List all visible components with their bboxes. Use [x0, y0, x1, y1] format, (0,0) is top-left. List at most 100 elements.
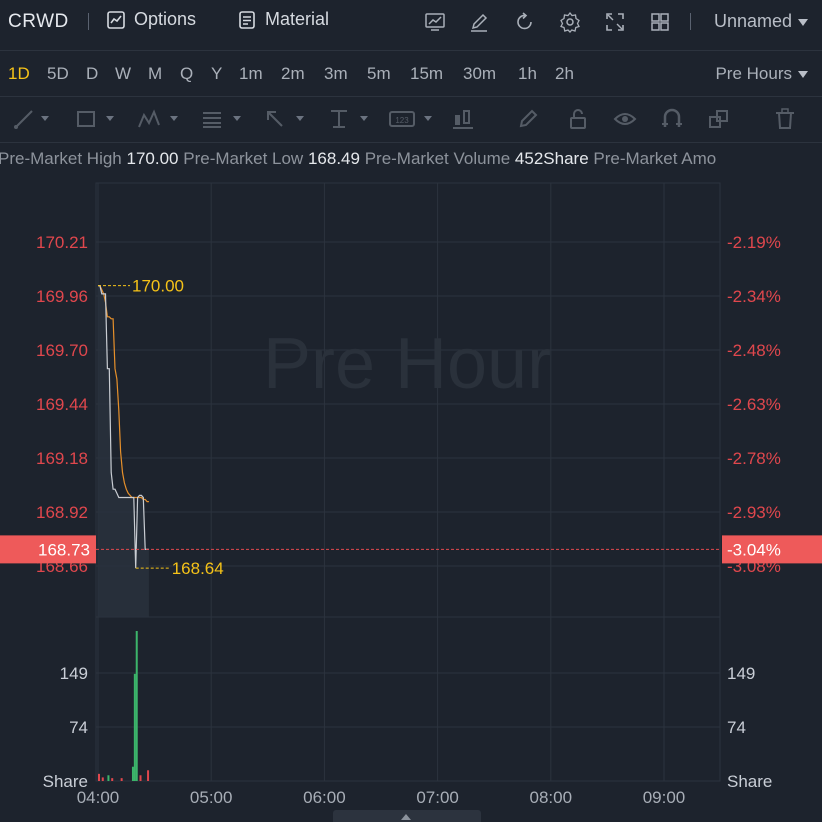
- price-tick-label: 170.21: [36, 233, 88, 252]
- layout-name-dropdown[interactable]: Unnamed: [714, 11, 808, 32]
- percent-tick-label: -2.34%: [727, 287, 781, 306]
- percent-tick-label: -3.08%: [727, 557, 781, 576]
- percent-tick-label: -2.93%: [727, 503, 781, 522]
- brush-tool-icon[interactable]: [516, 107, 540, 131]
- chevron-down-icon: [41, 116, 49, 121]
- price-line: [98, 285, 149, 569]
- layout-name-label: Unnamed: [713, 11, 792, 31]
- low-marker-label: 168.64: [172, 559, 224, 578]
- percent-tick-label: -2.19%: [727, 233, 781, 252]
- pattern-tool-icon[interactable]: [137, 107, 161, 131]
- trash-icon[interactable]: [773, 107, 797, 131]
- refresh-icon[interactable]: [514, 11, 536, 33]
- x-tick-label: 08:00: [530, 788, 573, 807]
- document-icon: [239, 10, 255, 29]
- period-1d[interactable]: 1D: [8, 64, 30, 83]
- material-label: Material: [265, 9, 330, 29]
- grid-layout-icon[interactable]: [649, 11, 671, 33]
- x-tick-label: 04:00: [77, 788, 120, 807]
- amount-label: Pre-Market Amo: [593, 149, 717, 168]
- period-2m[interactable]: 2m: [281, 64, 305, 83]
- top-toolbar: CRWD Options Material: [0, 0, 822, 44]
- period-selector: 1D 5D D W M Q Y 1m 2m 3m 5m 15m 30m 1h 2…: [0, 52, 822, 96]
- drawing-pen-icon[interactable]: [468, 11, 490, 33]
- period-15m[interactable]: 15m: [410, 64, 444, 83]
- high-marker-label: 170.00: [132, 277, 184, 296]
- period-year[interactable]: Y: [211, 64, 223, 83]
- price-tick-label: 169.70: [36, 341, 88, 360]
- layers-icon[interactable]: [707, 107, 731, 131]
- price-tick-label: 169.96: [36, 287, 88, 306]
- current-percent-label: -3.04%: [727, 540, 781, 559]
- current-price-label: 168.73: [38, 540, 90, 559]
- chevron-down-icon: [170, 116, 178, 121]
- volume-bar: [139, 775, 142, 781]
- volume-unit-label-left: Share: [43, 772, 88, 791]
- session-label: Pre Hours: [715, 64, 792, 83]
- period-quarter[interactable]: Q: [180, 64, 194, 83]
- period-1m[interactable]: 1m: [239, 64, 263, 83]
- volume-bar: [135, 631, 138, 781]
- period-5m[interactable]: 5m: [367, 64, 391, 83]
- volume-bar: [111, 778, 114, 781]
- fullscreen-icon[interactable]: [604, 11, 626, 33]
- svg-text:123: 123: [395, 116, 409, 125]
- volume-tick-label-left: 149: [60, 664, 88, 683]
- x-tick-label: 07:00: [416, 788, 459, 807]
- chevron-down-icon: [798, 71, 808, 79]
- period-30m[interactable]: 30m: [463, 64, 497, 83]
- divider: [0, 96, 822, 97]
- arrow-tool-icon[interactable]: [263, 107, 287, 131]
- percent-tick-label: -2.48%: [727, 341, 781, 360]
- average-price-line: [98, 285, 149, 503]
- price-area-fill: [98, 285, 149, 617]
- period-day[interactable]: D: [86, 64, 99, 83]
- magnet-icon[interactable]: [660, 107, 684, 131]
- period-1h[interactable]: 1h: [518, 64, 537, 83]
- rectangle-tool-icon[interactable]: [74, 107, 98, 131]
- chevron-down-icon: [296, 116, 304, 121]
- volume-tick-label-left: 74: [69, 718, 88, 737]
- pre-market-info-bar: Pre-Market High 170.00 Pre-Market Low 16…: [0, 149, 716, 175]
- eye-icon[interactable]: [613, 107, 637, 131]
- x-tick-label: 05:00: [190, 788, 233, 807]
- period-week[interactable]: W: [115, 64, 132, 83]
- period-5d[interactable]: 5D: [47, 64, 69, 83]
- period-month[interactable]: M: [148, 64, 163, 83]
- settings-gear-icon[interactable]: [559, 11, 581, 33]
- material-button[interactable]: Material: [237, 9, 329, 30]
- volume-label: Pre-Market Volume: [364, 149, 511, 168]
- volume-bar: [98, 773, 100, 781]
- fibonacci-tool-icon[interactable]: [200, 107, 224, 131]
- volume-tick-label-right: 74: [727, 718, 746, 737]
- volume-bar: [120, 778, 123, 781]
- options-button[interactable]: Options: [106, 9, 196, 30]
- chevron-down-icon: [798, 18, 808, 26]
- volume-bar: [101, 777, 104, 781]
- low-label: Pre-Market Low: [183, 149, 304, 168]
- price-tick-label: 168.66: [36, 557, 88, 576]
- ticker-symbol[interactable]: CRWD: [8, 11, 69, 32]
- price-range-tool-icon[interactable]: [327, 107, 351, 131]
- volume-unit-label-right: Share: [727, 772, 772, 791]
- price-tick-label: 169.44: [36, 395, 88, 414]
- session-dropdown[interactable]: Pre Hours: [715, 64, 808, 84]
- period-2h[interactable]: 2h: [555, 64, 574, 83]
- options-chart-icon: [107, 10, 125, 29]
- line-tool-icon[interactable]: [12, 107, 36, 131]
- text-label-tool-icon[interactable]: 123: [388, 107, 416, 131]
- volume-tick-label-right: 149: [727, 664, 755, 683]
- volume-value: 452Share: [514, 149, 589, 168]
- panel-toggle-tab[interactable]: [333, 810, 481, 822]
- chart-indicator-icon[interactable]: [424, 11, 446, 33]
- price-tick-label: 168.92: [36, 503, 88, 522]
- volume-bar: [107, 775, 110, 781]
- pre-hour-watermark: Pre Hour: [263, 324, 551, 404]
- period-3m[interactable]: 3m: [324, 64, 348, 83]
- lock-icon[interactable]: [566, 107, 590, 131]
- chart-frame: [95, 182, 721, 782]
- options-label: Options: [134, 9, 197, 29]
- candle-tool-icon[interactable]: [451, 107, 475, 131]
- chevron-down-icon: [233, 116, 241, 121]
- toolbar-divider: [690, 13, 691, 30]
